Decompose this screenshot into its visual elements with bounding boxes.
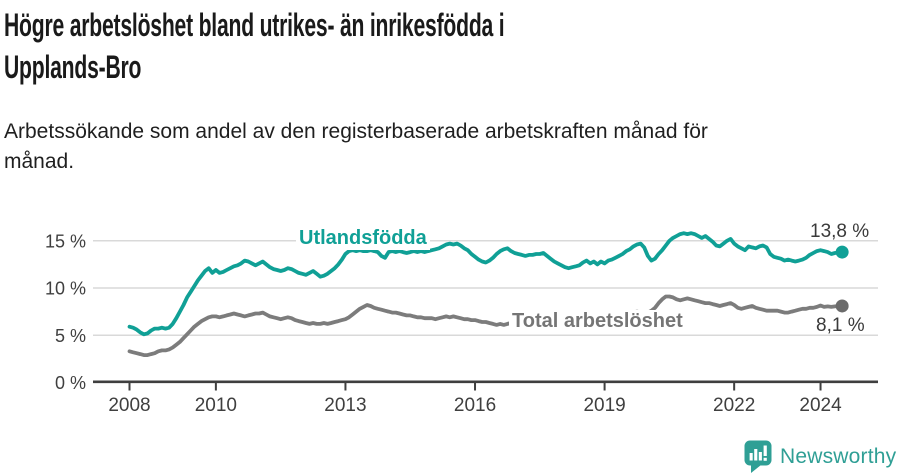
end-value-label-total-arbetsloshet: 8,1 % (816, 315, 865, 336)
chart-title-line-2: Upplands-Bro (4, 49, 142, 85)
y-tick-label-10: 10 % (45, 279, 86, 299)
chart-title-line-1: Högre arbetslöshet bland utrikes- än inr… (4, 7, 505, 43)
x-tick-label-2024: 2024 (799, 395, 842, 416)
newsworthy-wordmark: Newsworthy (780, 444, 897, 468)
end-value-label-utlandsfodda: 13,8 % (810, 221, 870, 242)
end-dot-total-arbetsl-shet (835, 299, 849, 313)
end-dot-utlandsf-dda (835, 245, 849, 259)
x-tick-label-2010: 2010 (195, 395, 237, 416)
series-line-total-arbetsl-shet (127, 294, 844, 357)
chart-title: Högre arbetslöshet bland utrikes- än inr… (4, 4, 505, 88)
x-tick-label-2019: 2019 (583, 395, 625, 416)
chart-subtitle-line-1: Arbetssökande som andel av den registerb… (4, 120, 708, 143)
x-tick-label-2022: 2022 (713, 395, 755, 416)
series-label-utlandsfodda: Utlandsfödda (296, 227, 430, 250)
chart-subtitle: Arbetssökande som andel av den registerb… (4, 117, 708, 177)
chart-subtitle-line-2: månad. (4, 150, 75, 173)
x-tick-label-2016: 2016 (454, 395, 496, 416)
y-tick-label-5: 5 % (55, 326, 86, 346)
x-tick-label-2008: 2008 (108, 395, 150, 416)
series-line-utlandsf-dda (127, 231, 844, 337)
newsworthy-speech-bubble-icon (744, 440, 772, 473)
y-tick-label-15: 15 % (45, 231, 86, 251)
y-tick-label-0: 0 % (55, 373, 86, 393)
series-label-total-arbetsloshet: Total arbetslöshet (509, 310, 686, 333)
x-tick-label-2013: 2013 (324, 395, 366, 416)
newsworthy-logo: Newsworthy (744, 440, 896, 473)
